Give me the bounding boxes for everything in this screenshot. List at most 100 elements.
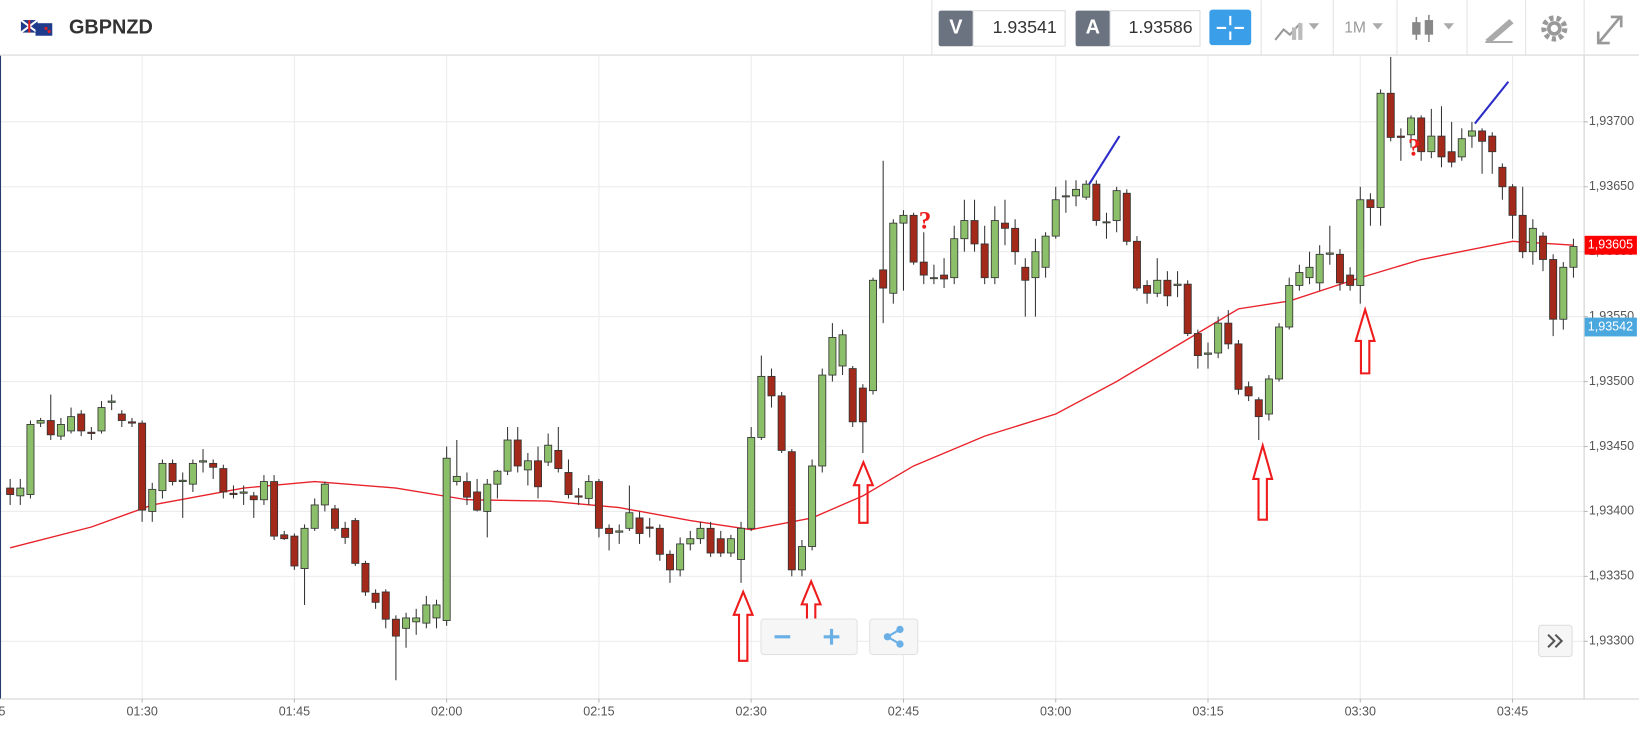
candle-body [1224, 322, 1233, 345]
share-button[interactable] [869, 618, 919, 656]
candle-body [1478, 130, 1487, 142]
candle-body [1407, 117, 1415, 136]
candle-body [280, 534, 289, 540]
ma-line [9, 240, 1574, 549]
candle-body [46, 420, 55, 436]
candle-body [574, 495, 583, 498]
candle-body [1193, 333, 1202, 357]
candle-body [1041, 235, 1050, 268]
candle-body [970, 220, 979, 245]
candle-body [1539, 235, 1547, 260]
divider [1332, 0, 1334, 55]
y-tick-label: 1,93300 [1589, 634, 1634, 648]
x-tick-label: 01:45 [279, 704, 310, 718]
toolbar: GBPNZD V 1.93541 A 1.93586 1M [0, 0, 1639, 56]
candle-body [1163, 279, 1172, 297]
x-tick-label: 03:45 [1497, 704, 1528, 718]
draw-tool-button[interactable] [1485, 19, 1514, 44]
candle-body [564, 472, 573, 495]
bid-label: V [949, 17, 963, 39]
bid-box[interactable] [972, 10, 1066, 47]
candle-body [26, 424, 35, 495]
candle-body [889, 222, 898, 294]
candle-body [1346, 274, 1355, 286]
arrow [1354, 305, 1376, 375]
bid-badge[interactable] [938, 10, 974, 47]
candle-body [351, 520, 360, 564]
divider [1260, 0, 1262, 55]
candle-body [726, 538, 735, 554]
candle-body [1305, 266, 1314, 279]
x-tick-label: 03:00 [1040, 704, 1071, 718]
candle-body [1275, 326, 1284, 380]
candle-body [381, 591, 390, 620]
candle-style-button[interactable] [1412, 14, 1454, 43]
candle-body [1001, 222, 1009, 229]
candle-body [473, 491, 482, 511]
candle-body [1549, 259, 1558, 320]
candle-body [828, 336, 837, 376]
candle-body [361, 562, 370, 593]
y-tick-label: 1,93700 [1589, 114, 1634, 128]
crosshair-button[interactable] [1209, 9, 1252, 46]
candle-body [757, 375, 766, 438]
zoom-panel [760, 618, 858, 656]
candle-body [1132, 240, 1141, 289]
candle-body [554, 449, 563, 469]
timeframe[interactable]: 1M [1344, 20, 1366, 37]
chart-type-button[interactable] [1274, 22, 1320, 41]
candle-body [462, 481, 471, 498]
candle-body [6, 487, 15, 495]
y-tick-label: 1,93650 [1589, 179, 1634, 193]
price-tag-label: 1,93542 [1588, 319, 1633, 333]
settings-button[interactable] [1541, 15, 1568, 42]
candle-body [686, 538, 695, 545]
ask-badge[interactable] [1075, 10, 1111, 47]
candle-body [1112, 190, 1121, 221]
candle-body [1498, 166, 1507, 188]
candle-body [706, 527, 715, 554]
candle-body [1366, 199, 1375, 208]
candle-body [402, 617, 411, 629]
candle-body [1072, 188, 1081, 197]
ask-box[interactable] [1109, 10, 1201, 47]
scroll-right-button[interactable] [1538, 624, 1573, 658]
price-tag [1584, 235, 1637, 255]
candle-body [36, 420, 45, 424]
candle-body [737, 527, 746, 560]
candle-body [1264, 378, 1273, 415]
candle-body [1437, 135, 1446, 158]
candle-body [503, 439, 512, 472]
candle-body [127, 421, 136, 424]
candle-body [605, 527, 614, 534]
candle-body [391, 618, 400, 637]
candle-body [1417, 117, 1426, 153]
fullscreen-button[interactable] [1596, 15, 1623, 45]
candle-body [1569, 246, 1578, 268]
candle-body [645, 526, 654, 529]
candle-body [1325, 252, 1334, 255]
candle-body [1285, 285, 1294, 328]
candle-body [899, 214, 908, 224]
candles [6, 56, 1578, 681]
candle-body [483, 483, 492, 512]
candle-body [158, 462, 167, 492]
candle-body [1488, 135, 1497, 153]
grid [0, 55, 1584, 699]
candle-body [1011, 227, 1020, 253]
candle-body [1315, 253, 1324, 284]
candle-body [239, 491, 248, 494]
candle-body [188, 462, 197, 485]
candle-body [1295, 272, 1304, 286]
candle-body [148, 488, 157, 512]
candle-body [77, 413, 86, 432]
candle-body [1061, 195, 1070, 198]
candle-body [270, 481, 279, 537]
candle-body [1244, 386, 1253, 397]
ask-label: A [1086, 17, 1100, 39]
x-tick-label: 02:30 [736, 704, 767, 718]
zoom-in[interactable] [823, 628, 840, 645]
candle-body [676, 543, 685, 571]
candle-body [1254, 399, 1263, 418]
